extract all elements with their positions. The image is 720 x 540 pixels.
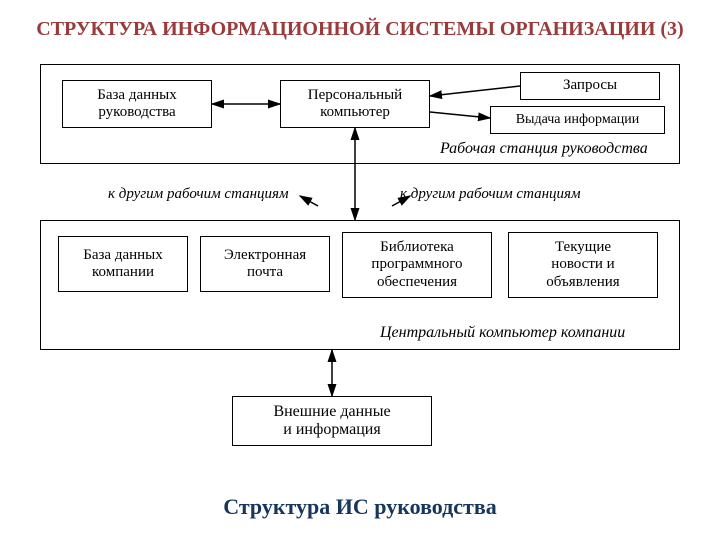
node-db-company: База данныхкомпании	[58, 236, 188, 292]
node-db-management: База данныхруководства	[62, 80, 212, 128]
node-personal-computer: Персональныйкомпьютер	[280, 80, 430, 128]
caption-central-computer: Центральный компьютер компании	[380, 324, 625, 342]
caption-other-stations-right: к другим рабочим станциям	[400, 186, 581, 203]
main-title: СТРУКТУРА ИНФОРМАЦИОННОЙ СИСТЕМЫ ОРГАНИЗ…	[0, 18, 720, 41]
caption-workstation: Рабочая станция руководства	[440, 140, 648, 158]
node-requests: Запросы	[520, 72, 660, 100]
node-external-data: Внешние данныеи информация	[232, 396, 432, 446]
node-news: Текущиеновости иобъявления	[508, 232, 658, 298]
caption-other-stations-left: к другим рабочим станциям	[108, 186, 289, 203]
node-email: Электроннаяпочта	[200, 236, 330, 292]
node-software-library: Библиотекапрограммногообеспечения	[342, 232, 492, 298]
sub-title: Структура ИС руководства	[0, 494, 720, 520]
node-output-info: Выдача информации	[490, 106, 665, 134]
